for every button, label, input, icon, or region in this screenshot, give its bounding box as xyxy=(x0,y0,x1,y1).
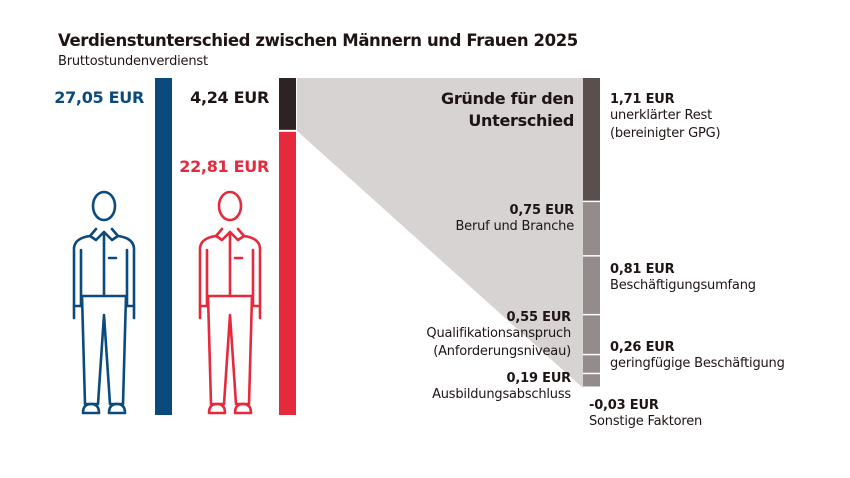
name: Beruf und Branche xyxy=(455,219,574,234)
name: Qualifikationsanspruch xyxy=(426,326,571,341)
name: Ausbildungsabschluss xyxy=(432,387,571,402)
man-figure-icon xyxy=(72,190,136,415)
breakdown-label-employment-scope: 0,81 EUR Beschäftigungsumfang xyxy=(610,262,756,295)
value: 0,26 EUR xyxy=(610,340,675,355)
chart-title: Verdienstunterschied zwischen Männern un… xyxy=(58,31,578,50)
breakdown-segment-4 xyxy=(583,355,600,373)
breakdown-label-education: 0,19 EUR Ausbildungsabschluss xyxy=(432,371,571,404)
women-bar xyxy=(279,131,296,415)
breakdown-segment-3 xyxy=(583,315,600,354)
breakdown-label-occupation: 0,75 EUR Beruf und Branche xyxy=(455,203,574,236)
breakdown-segment-0 xyxy=(583,78,600,201)
breakdown-label-other: -0,03 EUR Sonstige Faktoren xyxy=(589,398,702,431)
woman-figure-icon xyxy=(198,190,262,415)
name: Sonstige Faktoren xyxy=(589,414,703,429)
gap-bar xyxy=(279,78,296,130)
breakdown-segment-2 xyxy=(583,256,600,314)
men-value-label: 27,05 EUR xyxy=(54,88,144,107)
funnel-shape xyxy=(297,78,583,388)
breakdown-label-unexplained: 1,71 EUR unerklärter Rest (bereinigter G… xyxy=(610,92,721,143)
value: 0,19 EUR xyxy=(506,371,572,386)
breakdown-title: Gründe für den Unterschied xyxy=(441,89,574,130)
value: 0,81 EUR xyxy=(610,262,675,277)
men-bar xyxy=(155,78,172,415)
name: unerklärter Rest xyxy=(610,108,712,123)
name: Beschäftigungsumfang xyxy=(610,278,756,293)
breakdown-label-qualification: 0,55 EUR Qualifikationsanspruch (Anforde… xyxy=(426,310,571,361)
chart-subtitle: Bruttostundenverdienst xyxy=(58,54,208,69)
breakdown-segment-1 xyxy=(583,202,600,256)
gap-value-label: 4,24 EUR xyxy=(190,88,269,107)
name: geringfügige Beschäftigung xyxy=(610,356,785,371)
breakdown-segment-5 xyxy=(583,374,600,387)
women-value-label: 22,81 EUR xyxy=(179,157,269,176)
value: 0,75 EUR xyxy=(509,203,575,218)
value: -0,03 EUR xyxy=(589,398,659,413)
value: 0,55 EUR xyxy=(506,310,572,325)
name-sub: (bereinigter GPG) xyxy=(610,126,721,141)
value: 1,71 EUR xyxy=(610,92,675,107)
breakdown-label-marginal-employment: 0,26 EUR geringfügige Beschäftigung xyxy=(610,340,785,373)
name-sub: (Anforderungsniveau) xyxy=(433,344,571,359)
